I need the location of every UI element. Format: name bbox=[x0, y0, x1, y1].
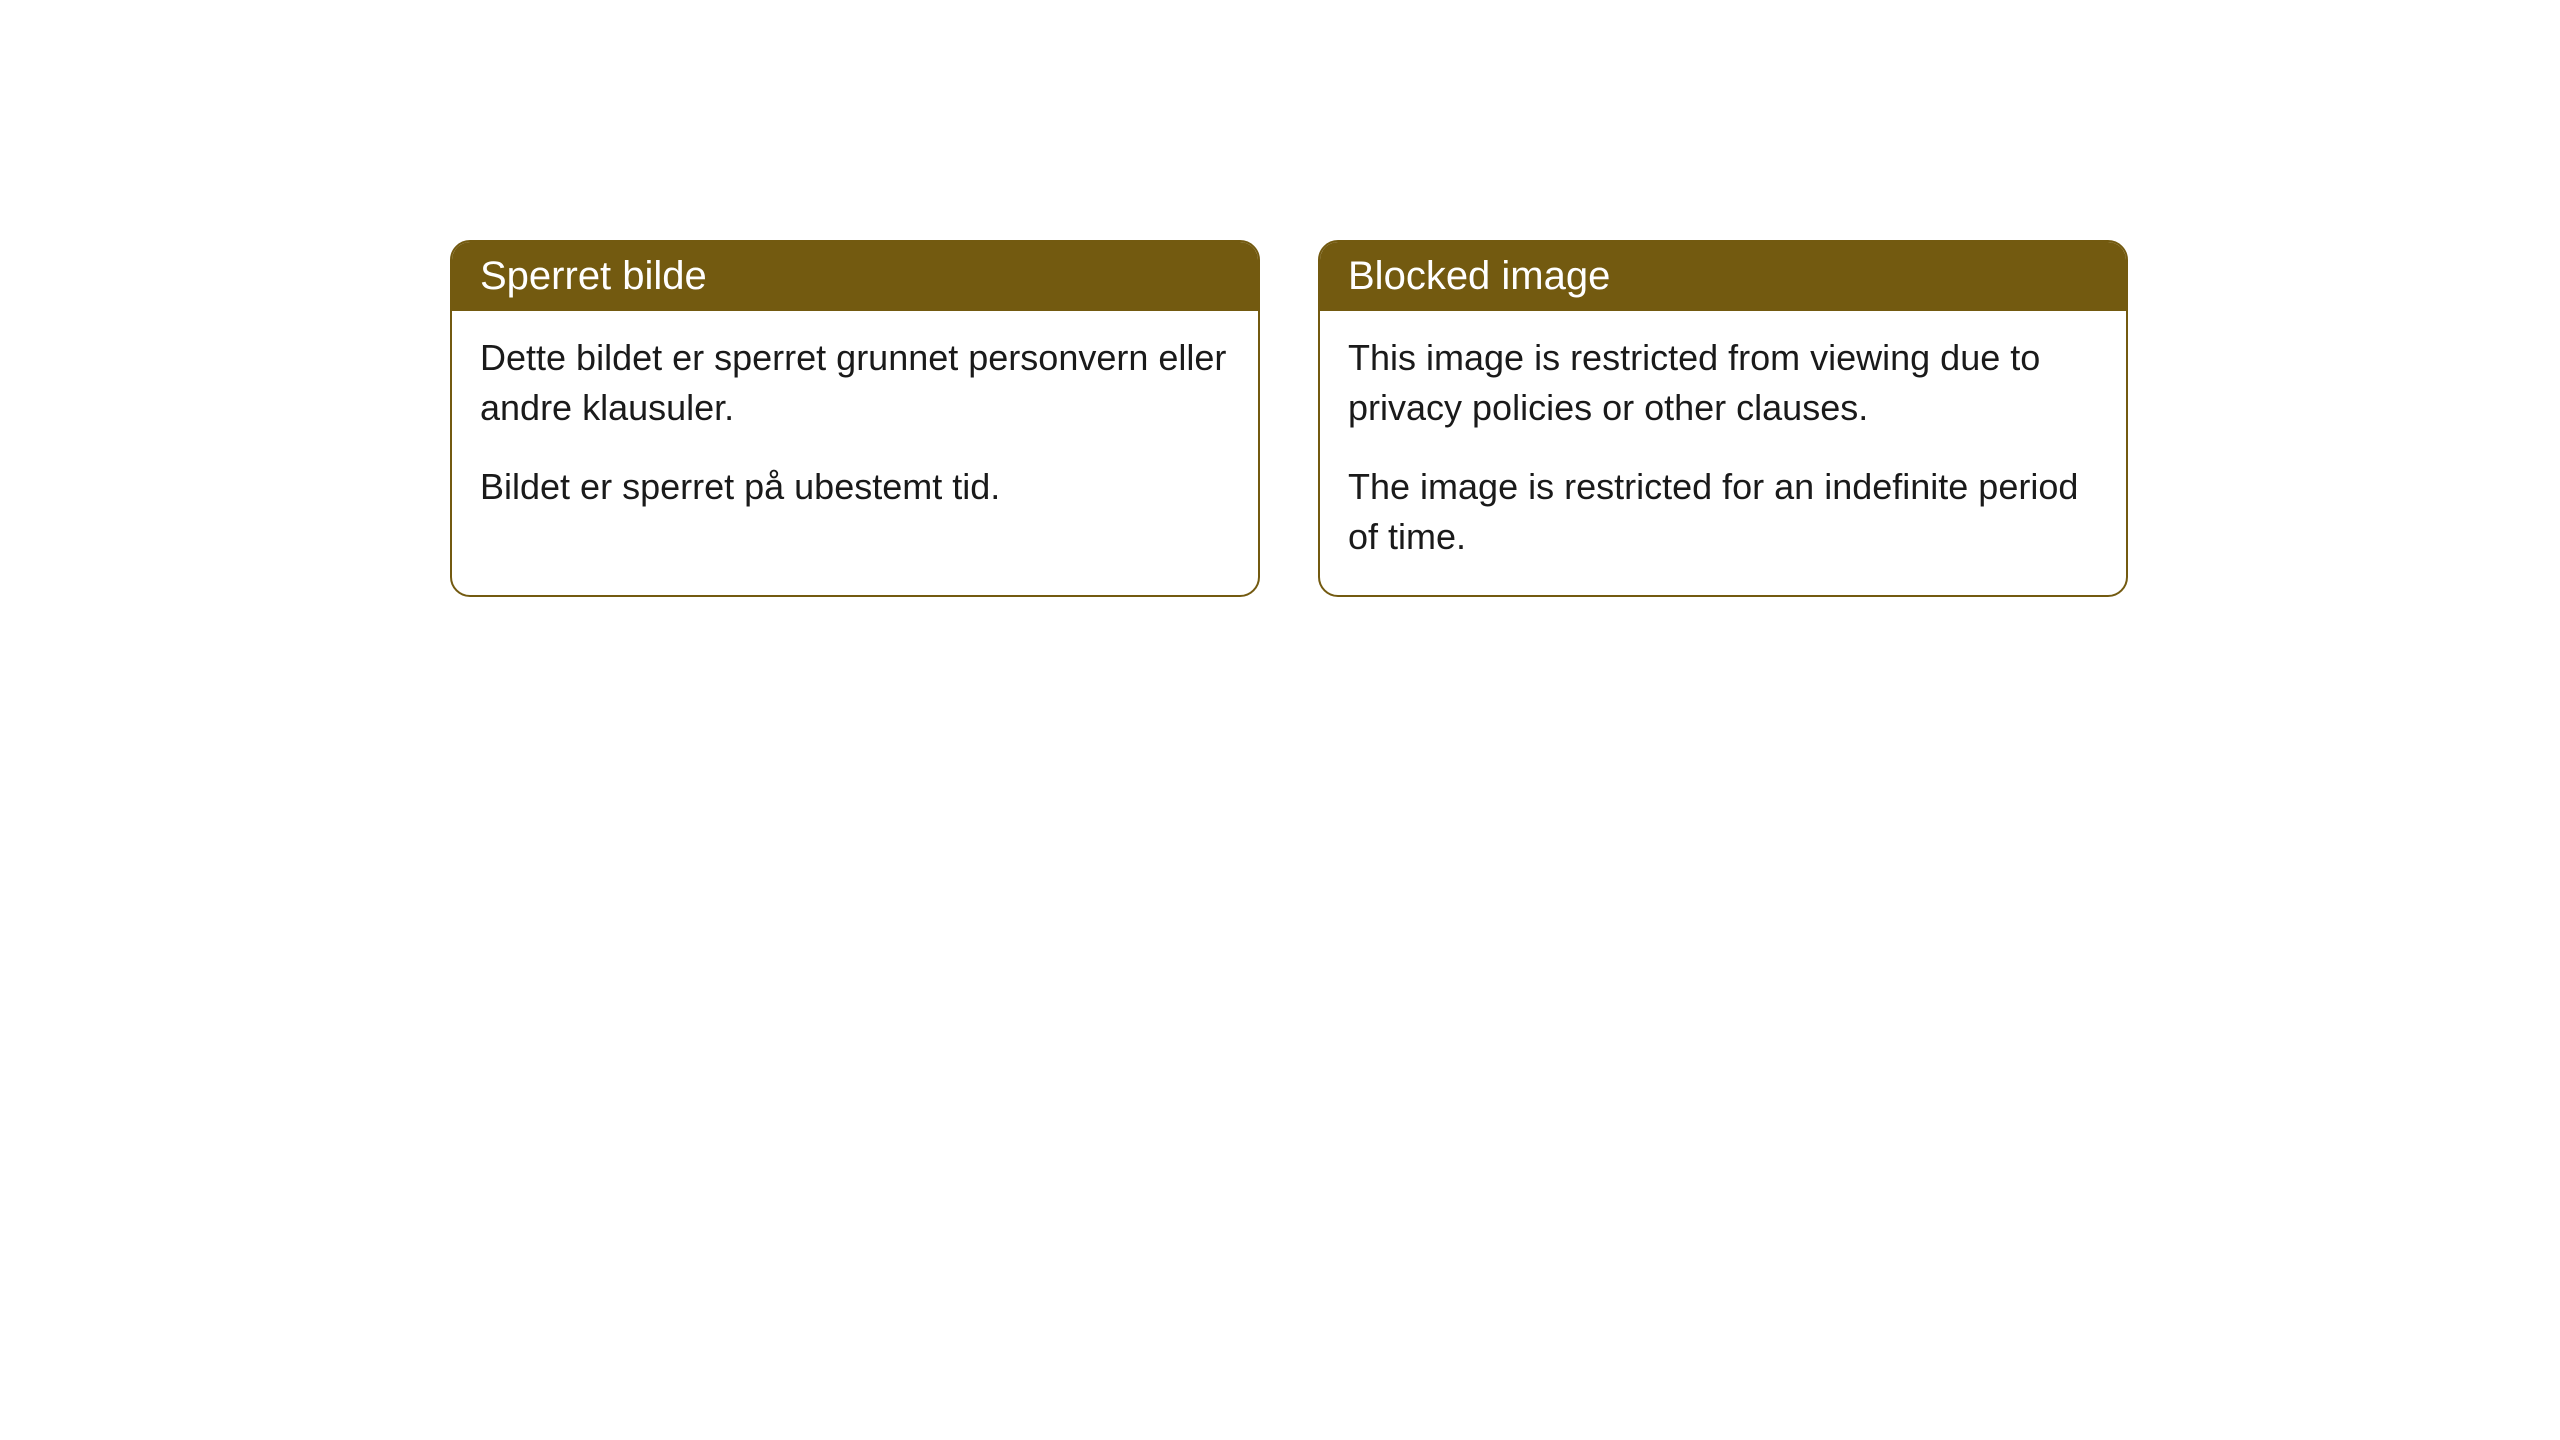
blocked-image-card-en: Blocked image This image is restricted f… bbox=[1318, 240, 2128, 597]
card-header-no: Sperret bilde bbox=[452, 242, 1258, 311]
blocked-image-card-no: Sperret bilde Dette bildet er sperret gr… bbox=[450, 240, 1260, 597]
card-paragraph: This image is restricted from viewing du… bbox=[1348, 333, 2098, 434]
card-header-en: Blocked image bbox=[1320, 242, 2126, 311]
card-paragraph: The image is restricted for an indefinit… bbox=[1348, 462, 2098, 563]
cards-container: Sperret bilde Dette bildet er sperret gr… bbox=[450, 240, 2560, 597]
card-paragraph: Dette bildet er sperret grunnet personve… bbox=[480, 333, 1230, 434]
card-body-en: This image is restricted from viewing du… bbox=[1320, 311, 2126, 595]
card-paragraph: Bildet er sperret på ubestemt tid. bbox=[480, 462, 1230, 512]
card-body-no: Dette bildet er sperret grunnet personve… bbox=[452, 311, 1258, 544]
